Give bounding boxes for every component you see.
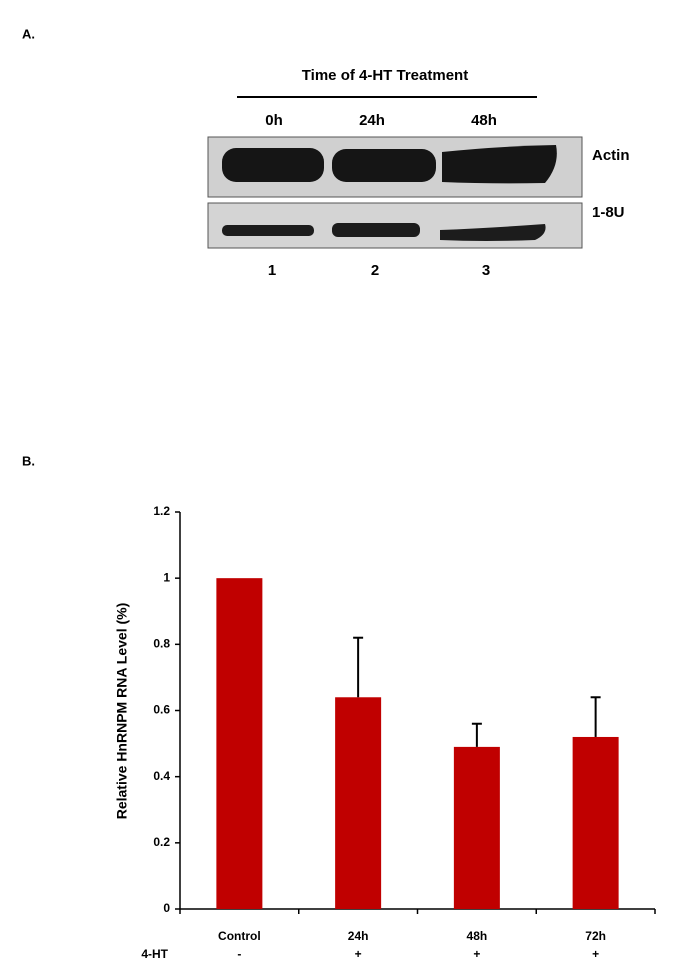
y-tick-label: 0.2 xyxy=(153,835,170,849)
bar xyxy=(335,697,382,909)
bar xyxy=(216,578,263,909)
treatment-value: - xyxy=(237,947,241,961)
row-label: 1-8U xyxy=(592,204,625,221)
treatment-value: + xyxy=(592,947,599,961)
x-tick-label: 48h xyxy=(467,929,488,943)
error-bar xyxy=(353,636,364,698)
y-axis-title: Relative HnRNPM RNA Level (%) xyxy=(114,603,130,820)
lane-label: 0h xyxy=(265,112,283,129)
treatment-value: + xyxy=(355,947,362,961)
bar xyxy=(453,746,500,909)
treatment-label: 4-HT xyxy=(141,947,168,961)
y-tick-label: 0.6 xyxy=(153,703,170,717)
lane-label: 24h xyxy=(359,112,385,129)
lane-number: 1 xyxy=(268,262,276,279)
lane-number: 2 xyxy=(371,262,379,279)
y-tick-label: 1 xyxy=(163,570,170,584)
lane-label: 48h xyxy=(471,112,497,129)
treatment-value: + xyxy=(473,947,480,961)
y-tick-label: 0.8 xyxy=(153,637,170,651)
panel-label: A. xyxy=(22,26,35,41)
blot-header: Time of 4-HT Treatment xyxy=(302,67,468,84)
y-tick-label: 0.4 xyxy=(153,769,170,783)
y-tick-label: 1.2 xyxy=(153,504,170,518)
lane-number: 3 xyxy=(482,262,490,279)
blot-actin xyxy=(207,136,583,198)
blot-1-8u xyxy=(207,202,583,249)
panel-label: B. xyxy=(22,453,35,468)
y-tick-label: 0 xyxy=(163,901,170,915)
x-tick-label: 24h xyxy=(348,929,369,943)
x-tick-label: 72h xyxy=(585,929,606,943)
error-bar xyxy=(471,722,482,747)
row-label: Actin xyxy=(592,147,630,164)
bar xyxy=(572,736,619,909)
error-bar xyxy=(590,696,601,737)
x-tick-label: Control xyxy=(218,929,261,943)
